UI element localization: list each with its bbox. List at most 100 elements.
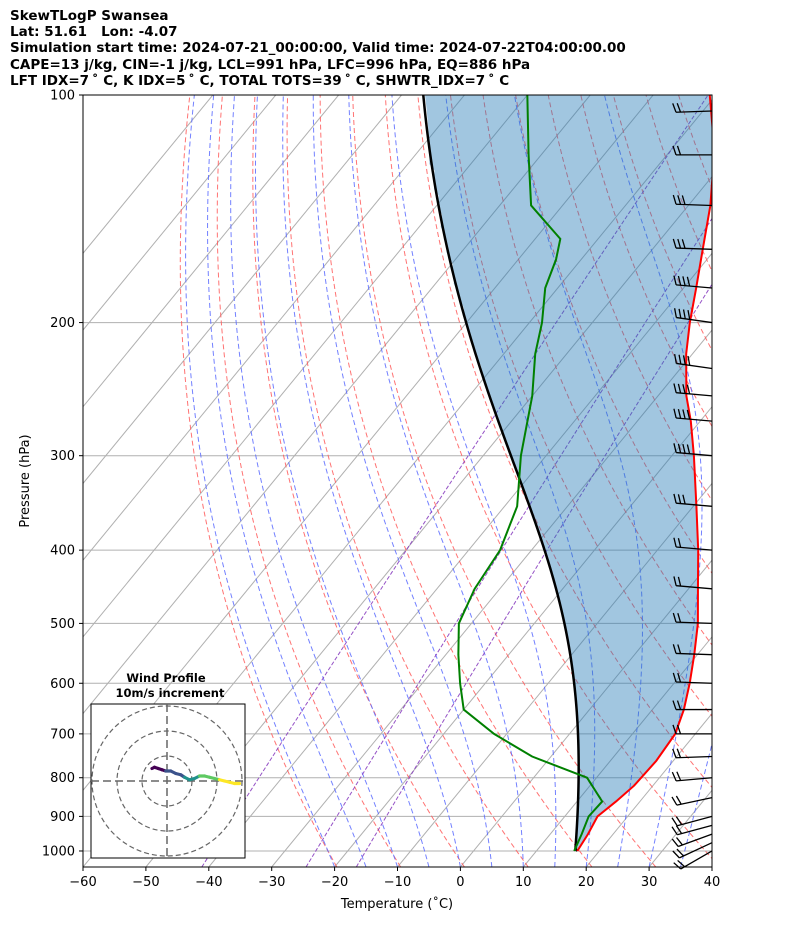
y-tick-label: 300 [50,449,75,464]
wind-barb-staff [679,842,713,859]
wind-barb-feather [677,576,682,587]
wind-barb-feather [681,195,686,205]
wind-barb [672,238,713,250]
wind-barb [672,842,713,859]
wind-barb-staff [676,417,713,422]
dry-adiabat-line [252,95,465,867]
wind-barb-feather [671,817,678,827]
hodograph-title: Wind Profile [126,671,206,685]
wind-barb-feather [673,408,677,419]
wind-barb-staff [676,502,713,507]
wind-barb-feather [677,275,682,286]
wind-barb [673,537,713,551]
wind-barb [672,644,713,656]
x-tick-label: 0 [456,875,464,890]
y-tick-label: 1000 [42,844,75,859]
chart-title: SkewTLogP Swansea [10,8,169,24]
moist-adiabat-line [391,95,557,867]
wind-barb [672,748,713,759]
isotherm-line [271,329,712,867]
moist-adiabat-line [230,95,398,867]
parcel-profile-line [422,95,580,852]
wind-barb-feather [686,384,691,395]
wind-barb [672,700,712,711]
mixing-ratio-line [355,283,712,867]
wind-barb-feather [676,145,682,156]
wind-barb [672,612,713,625]
wind-barb [672,672,713,684]
wind-barb-staff [675,621,713,625]
wind-barb-feather [677,644,682,654]
wind-barb [673,576,713,590]
wind-barb [673,275,713,289]
dry-adiabat-line [482,95,712,646]
x-tick-label: −20 [321,875,348,890]
wind-barb-feather [672,672,677,683]
isotherm-line [334,405,712,867]
moist-adiabat-line [711,865,712,867]
moist-adiabat-line [348,95,524,867]
moist-adiabat-line [312,95,493,867]
dry-adiabat-line [216,95,402,867]
wind-barb-feather [671,838,679,847]
cape-fill [424,95,712,849]
wind-barb-feather [687,355,691,366]
wind-barb-staff [675,652,713,656]
isotherm-line [83,95,340,408]
dry-adiabat-line [449,95,712,718]
wind-barb [671,815,713,827]
wind-barb-feather [677,538,682,548]
isotherm-line [83,95,277,331]
wind-barb-feather [677,443,682,454]
wind-barb-feather [673,493,677,504]
dry-adiabat-line [286,95,529,867]
wind-barb-feather [673,537,677,548]
wind-barb-feather [673,275,677,285]
wind-barb-staff [677,815,713,827]
wind-barb-feather [673,862,682,870]
wind-barb-feather [672,238,677,249]
isotherm-line [208,252,712,867]
dry-adiabat-line [744,95,794,867]
wind-barb [673,408,713,422]
wind-barb [673,354,713,370]
y-tick-label: 200 [50,316,75,331]
y-axis-label: Pressure (hPa) [18,434,33,527]
x-axis-label: Temperature (˚C) [340,896,453,912]
wind-barb-staff [676,284,713,289]
y-tick-label: 500 [50,617,75,632]
wind-barb-feather [673,354,677,364]
wind-barb-staff [675,755,713,759]
wind-barb-feather [673,383,677,393]
wind-barb-staff [675,681,713,684]
wind-barb-feather [677,672,682,683]
dry-adiabat-line [547,95,712,502]
reference-lines [179,95,794,867]
stability-indices-cape: CAPE=13 j/kg, CIN=-1 j/kg, LCL=991 hPa, … [10,56,531,73]
wind-barb-feather [673,576,677,586]
wind-barb-feather [672,194,677,205]
wind-barb-feather [686,409,691,420]
hodograph-plot [91,704,245,858]
x-tick-label: −30 [258,875,285,890]
wind-barb-staff [677,833,713,848]
isotherm-line [460,559,712,867]
wind-barb-feather [682,355,686,365]
wind-barb-feather [672,850,680,859]
x-tick-label: 20 [578,875,595,890]
isotherm-line [83,95,214,255]
moist-adiabat-line [254,95,430,867]
dry-adiabat-line [612,95,712,352]
wind-barb-feather [672,724,677,735]
x-tick-label: −40 [195,875,222,890]
wind-barb-feather [672,145,677,156]
wind-barb-staff [675,247,713,250]
y-tick-label: 600 [50,677,75,692]
wind-barb-staff [676,362,713,370]
dry-adiabat-line [352,95,657,867]
isotherm-line [83,95,528,638]
isotherm-line [585,712,712,867]
cape-area [424,95,712,849]
wind-barb-feather [673,443,677,453]
